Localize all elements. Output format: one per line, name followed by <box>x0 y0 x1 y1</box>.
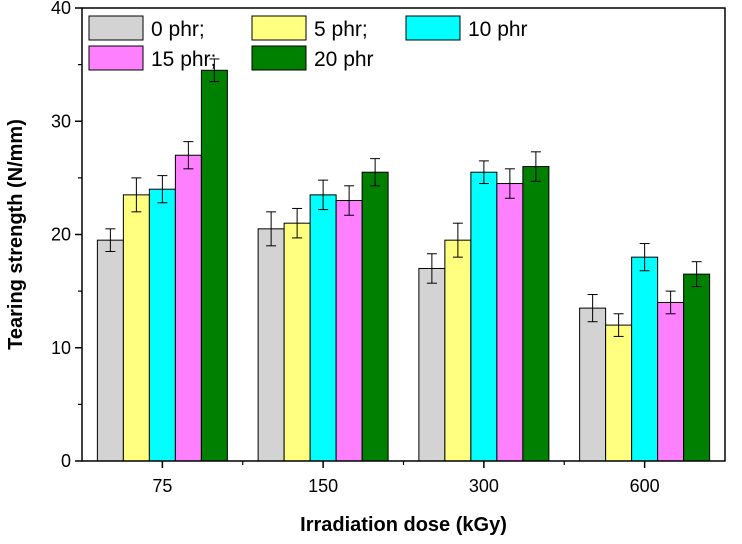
y-tick-label: 0 <box>61 451 71 471</box>
error-bar <box>504 168 515 199</box>
y-axis: 0 10 20 30 40 <box>51 0 82 471</box>
bar <box>657 301 685 462</box>
bar <box>148 188 176 462</box>
x-tick-label: 300 <box>469 476 499 496</box>
bar <box>631 256 659 462</box>
legend-item: 15 phr; <box>88 45 216 71</box>
legend: 0 phr; 5 phr; 10 phr 15 phr; 20 phr <box>88 15 528 71</box>
error-bar <box>318 179 329 211</box>
x-tick-label: 600 <box>630 476 660 496</box>
error-bar <box>587 294 598 323</box>
legend-item: 10 phr <box>405 15 528 41</box>
error-bar <box>266 211 277 247</box>
error-bar <box>157 175 168 204</box>
bar <box>257 228 285 462</box>
error-bar <box>370 158 381 187</box>
x-axis: 75 150 300 600 <box>152 461 660 496</box>
error-bar <box>426 253 437 284</box>
bar <box>683 273 711 462</box>
error-bars-layer <box>105 58 702 337</box>
bar <box>309 194 337 462</box>
bar <box>361 171 389 462</box>
bar <box>283 222 311 462</box>
y-tick-label: 40 <box>51 0 71 18</box>
bar <box>579 307 607 462</box>
error-bar <box>665 290 676 315</box>
bar <box>470 171 498 462</box>
legend-label: 0 phr; <box>151 18 205 41</box>
legend-label: 20 phr <box>314 48 374 71</box>
bar <box>335 200 363 462</box>
legend-label: 15 phr; <box>151 48 216 71</box>
y-tick-label: 20 <box>51 225 71 245</box>
error-bar <box>613 313 624 337</box>
error-bar <box>209 58 220 83</box>
error-bar <box>131 177 142 213</box>
error-bar <box>105 228 116 252</box>
bar <box>96 239 124 462</box>
bar <box>496 183 524 462</box>
bar <box>200 69 228 462</box>
legend-swatch <box>88 45 144 71</box>
legend-swatch <box>251 45 307 71</box>
y-tick-label: 30 <box>51 111 71 131</box>
legend-label: 10 phr <box>468 18 528 41</box>
bars-layer <box>96 69 711 462</box>
error-bar <box>530 151 541 182</box>
error-bar <box>639 243 650 272</box>
error-bar <box>452 222 463 258</box>
error-bar <box>183 141 194 170</box>
legend-label: 5 phr; <box>314 18 368 41</box>
error-bar <box>691 261 702 288</box>
error-bar <box>292 207 303 239</box>
bar <box>522 166 550 462</box>
bar <box>605 324 633 462</box>
error-bar <box>344 185 355 216</box>
x-tick-label: 75 <box>152 476 172 496</box>
legend-item: 20 phr <box>251 45 374 71</box>
bar <box>418 267 446 462</box>
y-tick-label: 10 <box>51 338 71 358</box>
bar <box>174 154 202 462</box>
x-tick-label: 150 <box>308 476 338 496</box>
legend-swatch <box>88 15 144 41</box>
legend-item: 5 phr; <box>251 15 368 41</box>
bar <box>444 239 472 462</box>
legend-swatch <box>405 15 461 41</box>
legend-swatch <box>251 15 307 41</box>
error-bar <box>478 160 489 185</box>
x-axis-title: Irradiation dose (kGy) <box>300 514 507 536</box>
legend-item: 0 phr; <box>88 15 205 41</box>
y-axis-title: Tearing strength (N/mm) <box>5 119 27 350</box>
bar <box>122 194 150 462</box>
